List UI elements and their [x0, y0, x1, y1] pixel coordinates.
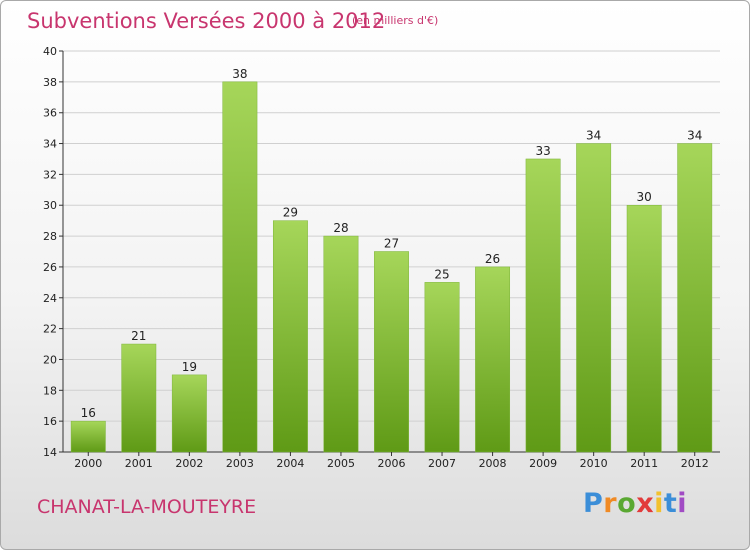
x-tick-label: 2005	[327, 457, 355, 470]
x-tick-label: 2008	[479, 457, 507, 470]
chart-subtitle: (en milliers d'€)	[352, 14, 439, 27]
bar	[576, 143, 612, 453]
chart-title: Subventions Versées 2000 à 2012	[27, 9, 386, 33]
x-tick-label: 2009	[529, 457, 557, 470]
y-tick-label: 20	[43, 353, 57, 366]
data-label: 34	[586, 129, 601, 143]
logo-letter: x	[636, 488, 655, 519]
data-label: 34	[687, 129, 702, 143]
logo-letter: t	[663, 488, 678, 519]
data-label: 38	[232, 67, 247, 81]
x-tick-label: 2006	[378, 457, 406, 470]
bar	[121, 343, 157, 453]
bar	[475, 266, 511, 453]
data-label: 25	[434, 267, 449, 281]
bar	[626, 204, 662, 453]
y-tick-label: 34	[43, 138, 57, 151]
commune-name: CHANAT-LA-MOUTEYRE	[37, 496, 257, 518]
data-label: 33	[535, 144, 550, 158]
logo-letter: r	[603, 488, 618, 519]
proxiti-logo[interactable]: Proxiti	[583, 488, 687, 519]
x-tick-label: 2010	[580, 457, 608, 470]
y-tick-label: 30	[43, 199, 57, 212]
data-label: 16	[81, 406, 96, 420]
logo-letter: i	[654, 488, 664, 519]
bar	[323, 235, 359, 453]
x-tick-label: 2004	[276, 457, 304, 470]
bar	[677, 143, 713, 453]
y-tick-label: 32	[43, 168, 57, 181]
y-tick-label: 16	[43, 415, 57, 428]
logo-letter: i	[677, 488, 688, 519]
bar	[272, 220, 308, 453]
data-label: 21	[131, 329, 146, 343]
x-tick-label: 2012	[681, 457, 709, 470]
data-label: 26	[485, 252, 500, 266]
y-tick-label: 24	[43, 292, 57, 305]
y-tick-label: 28	[43, 230, 57, 243]
bar	[374, 251, 409, 453]
y-tick-label: 26	[43, 261, 57, 274]
logo-letter: P	[583, 488, 604, 519]
x-tick-label: 2001	[125, 457, 153, 470]
y-tick-label: 36	[43, 107, 57, 120]
x-tick-label: 2003	[226, 457, 254, 470]
x-tick-label: 2007	[428, 457, 456, 470]
y-tick-label: 40	[43, 45, 57, 58]
y-tick-label: 38	[43, 76, 57, 89]
bar	[171, 374, 207, 453]
bar	[222, 81, 258, 453]
bar	[70, 420, 106, 453]
data-label: 27	[384, 237, 399, 251]
logo-letter: o	[617, 488, 637, 519]
data-label: 19	[182, 360, 197, 374]
bar	[424, 282, 460, 453]
data-label: 29	[283, 206, 298, 220]
data-label: 28	[333, 221, 348, 235]
x-tick-label: 2000	[74, 457, 102, 470]
bar	[525, 158, 561, 453]
y-tick-label: 14	[43, 446, 57, 459]
x-tick-label: 2011	[630, 457, 658, 470]
data-label: 30	[637, 190, 652, 204]
y-tick-label: 22	[43, 323, 57, 336]
y-tick-label: 18	[43, 384, 57, 397]
x-tick-label: 2002	[175, 457, 203, 470]
